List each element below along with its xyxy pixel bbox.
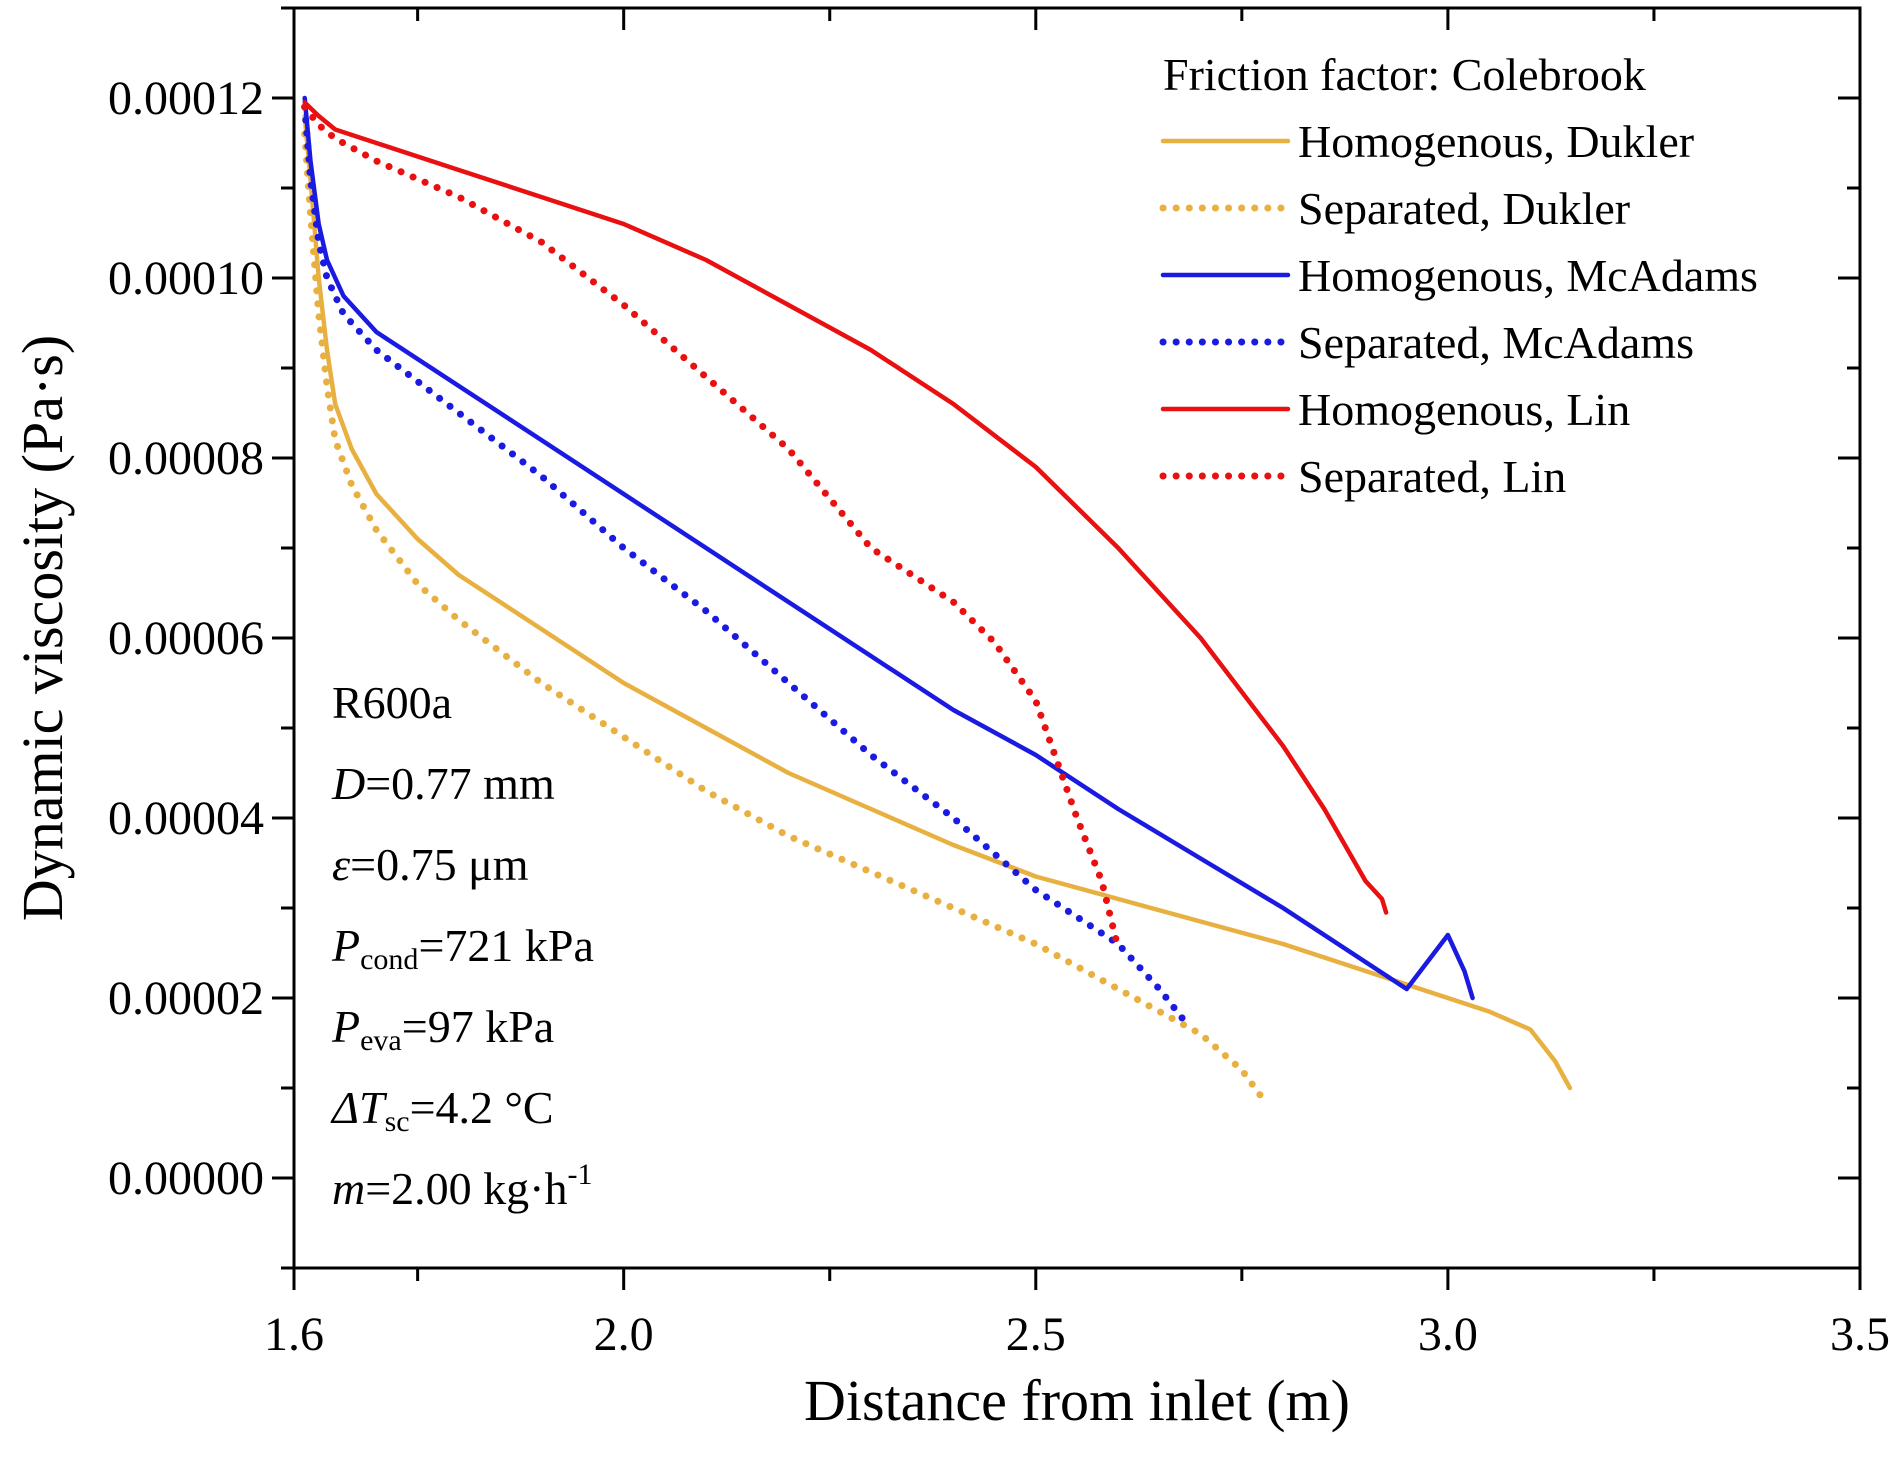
y-tick-label: 0.00012: [108, 72, 264, 125]
series-line-separated-dukler: [301, 130, 1269, 1105]
y-tick-label: 0.00008: [108, 432, 264, 485]
legend-label-homogenous-mcadams: Homogenous, McAdams: [1298, 250, 1758, 301]
x-tick-label: 2.5: [1006, 1308, 1066, 1361]
series-line-homogenous-mcadams: [302, 95, 1475, 1001]
annotation-line: ε=0.75 μm: [332, 839, 529, 890]
annotation-line: ΔTsc=4.2 °C: [330, 1082, 554, 1138]
annotation-line: D=0.77 mm: [331, 758, 555, 809]
x-axis-ticks: 1.6 2.0 2.5 3.0 3.5: [264, 8, 1890, 1361]
y-axis-title: Dynamic viscosity (Pa·s): [10, 335, 75, 921]
legend-title: Friction factor: Colebrook: [1163, 49, 1646, 100]
series-line-homogenous-lin: [302, 100, 1389, 915]
legend-label-separated-dukler: Separated, Dukler: [1298, 183, 1630, 234]
legend-label-separated-mcadams: Separated, McAdams: [1298, 317, 1694, 368]
x-tick-label: 3.0: [1418, 1308, 1478, 1361]
series-line-homogenous-dukler: [302, 113, 1573, 1091]
x-tick-label: 1.6: [264, 1308, 324, 1361]
y-tick-label: 0.00000: [108, 1152, 264, 1205]
annotation-line: Pcond=721 kPa: [331, 920, 594, 976]
annotation-line: m=2.00 kg·h-1: [332, 1158, 593, 1214]
x-axis-title: Distance from inlet (m): [804, 1368, 1350, 1433]
annotation-line: Peva=97 kPa: [331, 1001, 554, 1057]
legend-label-separated-lin: Separated, Lin: [1298, 451, 1566, 502]
legend-label-homogenous-dukler: Homogenous, Dukler: [1298, 116, 1694, 167]
series-line-separated-lin: [301, 103, 1122, 952]
series-layer: [301, 95, 1573, 1105]
legend-label-homogenous-lin: Homogenous, Lin: [1298, 384, 1630, 435]
annotation-line: R600a: [332, 677, 452, 728]
legend: Friction factor: Colebrook Homogenous, D…: [1159, 49, 1758, 502]
x-tick-label: 3.5: [1830, 1308, 1890, 1361]
y-tick-label: 0.00004: [108, 792, 264, 845]
y-tick-label: 0.00006: [108, 612, 264, 665]
y-tick-label: 0.00002: [108, 972, 264, 1025]
y-axis-ticks: 0.00000 0.00002 0.00004 0.00006 0.00008 0.000…: [108, 6, 1860, 1270]
y-tick-label: 0.00010: [108, 252, 264, 305]
x-tick-label: 2.0: [594, 1308, 654, 1361]
series-line-separated-mcadams: [301, 103, 1188, 1024]
annotation-block: R600a D=0.77 mm ε=0.75 μm Pcond=721 kPa Peva…: [330, 677, 594, 1214]
